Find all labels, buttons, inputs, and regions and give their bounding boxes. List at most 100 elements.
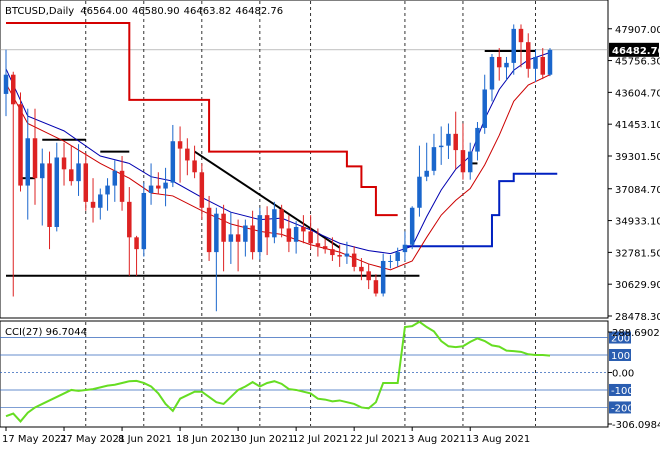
candle-body xyxy=(533,56,538,69)
candle-body xyxy=(206,207,212,253)
cci-level-box xyxy=(609,348,631,361)
candle-body xyxy=(395,252,400,261)
candle-body xyxy=(134,237,139,250)
candle-body xyxy=(98,194,103,208)
candle-body xyxy=(105,185,110,195)
date-tick-label: 18 Jun 2021 xyxy=(176,434,236,445)
cci-level-label: -100 xyxy=(611,386,634,397)
date-tick-label: 17 May 2021 xyxy=(2,434,67,445)
date-tick-label: 8 Jun 2021 xyxy=(118,434,172,445)
candle-body xyxy=(511,28,516,63)
candle-body xyxy=(272,209,277,238)
chart-symbol-header: BTCUSD,Daily 46564.00 46580.90 46463.82 4648… xyxy=(5,6,283,17)
candle-body xyxy=(228,234,234,242)
candle-body xyxy=(90,201,96,208)
candle-body xyxy=(119,170,125,202)
current-price-box xyxy=(609,42,659,57)
price-tick-label: 39301.50 xyxy=(615,152,660,163)
candle-body xyxy=(235,234,241,242)
candle-body xyxy=(460,150,466,173)
candle-body xyxy=(315,243,321,247)
ohlc-open: 46564.00 xyxy=(80,6,128,17)
symbol-label: BTCUSD,Daily xyxy=(5,6,74,17)
candle-body xyxy=(221,213,226,242)
candle-body xyxy=(308,231,313,244)
price-tick-label: 34933.10 xyxy=(615,217,660,228)
candle-body xyxy=(293,226,299,242)
channel-step-lines xyxy=(6,21,558,248)
candle-body xyxy=(25,138,31,186)
candle-body xyxy=(54,157,60,227)
cci-level-box xyxy=(609,331,631,344)
candle-body xyxy=(540,56,545,75)
candle-body xyxy=(344,253,350,257)
candle-body xyxy=(177,141,183,149)
cci-tick-label: -306.0984 xyxy=(612,420,660,431)
candle-body xyxy=(199,172,205,208)
date-tick-label: 27 May 2021 xyxy=(60,434,125,445)
candle-body xyxy=(32,138,38,179)
price-tick-label: 43604.70 xyxy=(615,88,660,99)
candle-body xyxy=(170,141,176,183)
cci-panel-frame xyxy=(0,320,609,428)
candle-body xyxy=(518,28,524,43)
candle-body xyxy=(409,207,415,245)
candle-body xyxy=(446,133,451,146)
candle-body xyxy=(489,56,495,90)
date-tick-label: 3 Aug 2021 xyxy=(408,434,466,445)
candle-body xyxy=(431,147,437,171)
date-tick-label: 22 Jul 2021 xyxy=(350,434,407,445)
cci-axis: 200 100 -100 -200 288.6902 0.00 -306.0984 xyxy=(608,328,660,431)
candle-body xyxy=(547,49,553,75)
candle-body xyxy=(453,133,458,151)
ohlc-high: 46580.90 xyxy=(132,6,180,17)
candle-body xyxy=(148,185,154,193)
candle-body xyxy=(83,163,89,202)
candle-body xyxy=(18,104,23,186)
candle-body xyxy=(475,127,480,152)
candle-body xyxy=(330,249,335,256)
candle-body xyxy=(286,228,292,242)
price-tick-label: 37084.70 xyxy=(615,185,660,196)
red-step-line xyxy=(6,21,398,217)
date-tick-label: 12 Jul 2021 xyxy=(292,434,349,445)
cci-level-box xyxy=(609,383,631,396)
main-panel-frame xyxy=(0,0,609,319)
cci-tick-label: 0.00 xyxy=(612,368,634,379)
candle-body xyxy=(61,157,67,170)
candle-body xyxy=(359,266,364,272)
candle-body xyxy=(11,74,16,105)
blue-step-line xyxy=(404,172,558,248)
price-tick-label: 30629.90 xyxy=(615,280,660,291)
price-tick-label: 47907.00 xyxy=(615,25,660,36)
candle-body xyxy=(163,182,168,189)
candle-body xyxy=(373,280,379,294)
price-tick-label: 32781.50 xyxy=(615,248,660,259)
cci-tick-label: 288.6902 xyxy=(612,328,660,339)
candle-body xyxy=(127,201,132,238)
candle-body xyxy=(301,226,306,232)
candle-body xyxy=(496,56,502,68)
cci-level-label: 200 xyxy=(611,334,630,345)
candle-body xyxy=(279,209,284,229)
candle-body xyxy=(322,246,328,250)
candle-body xyxy=(424,170,429,177)
candle-body xyxy=(192,160,197,173)
ohlc-close: 46482.76 xyxy=(235,6,283,17)
candle-body xyxy=(69,169,74,182)
candle-body xyxy=(482,89,487,128)
candle-body xyxy=(380,260,386,294)
ohlc-low: 46463.82 xyxy=(184,6,232,17)
price-axis: 47907.00 45756.30 43604.70 41453.10 39301.50… xyxy=(608,25,660,323)
candle-body xyxy=(141,192,147,250)
candle-body xyxy=(40,163,45,179)
candle-body xyxy=(257,215,263,253)
cci-level-box xyxy=(609,401,631,414)
candle-body xyxy=(402,244,408,253)
cci-line xyxy=(5,320,551,423)
candle-body xyxy=(337,255,342,257)
candle-body xyxy=(366,271,371,281)
